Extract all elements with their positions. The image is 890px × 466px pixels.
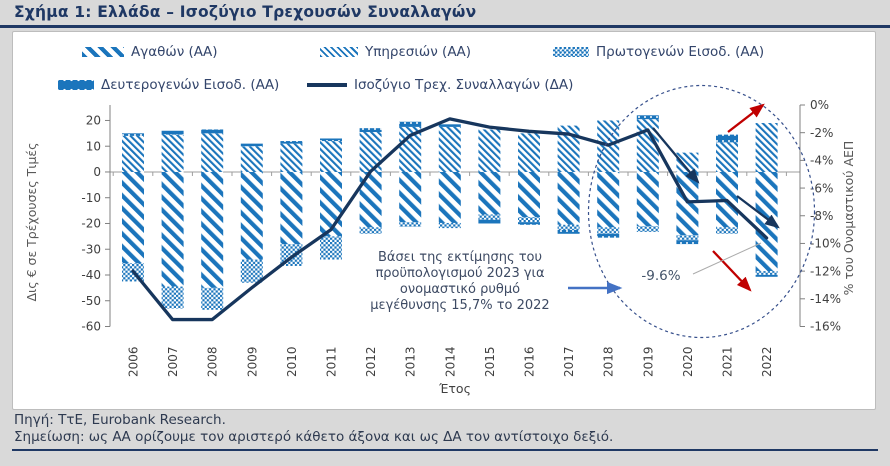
primary-pattern-swatch-icon <box>553 47 589 57</box>
line-swatch-icon <box>307 83 347 87</box>
callout-line: Βάσει της εκτίμησης του <box>377 250 543 265</box>
title-rule <box>0 25 890 28</box>
legend-item-balance-line: Ισοζύγιο Τρεχ. Συναλλαγών (ΔΑ) <box>307 77 573 93</box>
secondary-pattern-swatch-icon <box>58 80 94 90</box>
goods-pattern-swatch-icon <box>82 47 124 57</box>
source-line: Πηγή: ΤτΕ, Eurobank Research. <box>14 412 226 428</box>
value-label-2022: -9.6% <box>641 268 681 284</box>
legend-item-goods: Αγαθών (ΑΑ) <box>82 44 218 60</box>
figure-title: Σχήμα 1: Ελλάδα – Ισοζύγιο Τρεχουσών Συν… <box>14 3 477 21</box>
services-pattern-swatch-icon <box>320 47 358 57</box>
callout-line: προϋπολογισμού 2023 για <box>375 266 545 281</box>
legend-item-services: Υπηρεσιών (ΑΑ) <box>320 44 471 60</box>
legend-item-primary: Πρωτογενών Εισοδ. (ΑΑ) <box>553 44 764 60</box>
legend-label-secondary: Δευτερογενών Εισοδ. (ΑΑ) <box>101 77 280 93</box>
budget-estimate-callout: Βάσει της εκτίμησης του προϋπολογισμού 2… <box>352 250 568 314</box>
legend-label-goods: Αγαθών (ΑΑ) <box>131 44 218 60</box>
legend-label-services: Υπηρεσιών (ΑΑ) <box>365 44 472 60</box>
callout-line: ονομαστικό ρυθμό <box>399 282 521 297</box>
legend-label-balance-line: Ισοζύγιο Τρεχ. Συναλλαγών (ΔΑ) <box>354 77 574 93</box>
legend-label-primary: Πρωτογενών Εισοδ. (ΑΑ) <box>596 44 765 60</box>
legend-item-secondary: Δευτερογενών Εισοδ. (ΑΑ) <box>58 77 279 93</box>
bottom-rule <box>12 449 878 451</box>
note-line: Σημείωση: ως ΑΑ ορίζουμε τον αριστερό κά… <box>14 429 614 445</box>
callout-line: μεγέθυνσης 15,7% το 2022 <box>370 298 550 313</box>
